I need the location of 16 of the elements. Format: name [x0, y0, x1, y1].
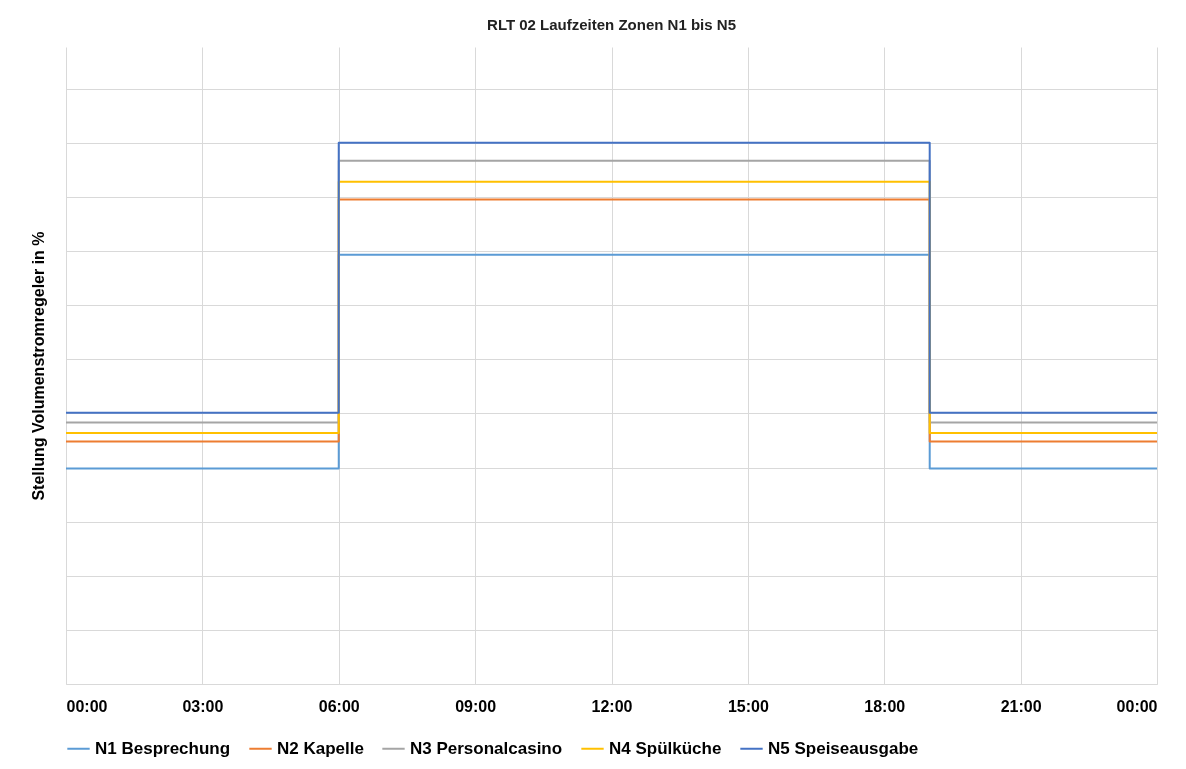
x-tick-label: 09:00 [455, 697, 497, 715]
x-tick-label: 15:00 [727, 697, 769, 715]
legend-label: N1 Besprechung [95, 738, 231, 758]
x-tick-label: 00:00 [66, 697, 108, 715]
legend-label: N2 Kapelle [277, 738, 364, 758]
legend-label: N3 Personalcasino [410, 738, 563, 758]
chart-title: RLT 02 Laufzeiten Zonen N1 bis N5 [487, 16, 736, 33]
x-tick-label: 21:00 [1000, 697, 1042, 715]
x-tick-label: 06:00 [318, 697, 360, 715]
x-tick-label: 12:00 [591, 697, 633, 715]
legend-label: N4 Spülküche [609, 738, 722, 758]
y-axis-title: Stellung Volumenstromregeler in % [29, 231, 47, 501]
x-tick-label: 00:00 [1116, 697, 1158, 715]
x-tick-label: 18:00 [864, 697, 906, 715]
legend-label: N5 Speiseausgabe [768, 738, 919, 758]
x-tick-label: 03:00 [182, 697, 224, 715]
